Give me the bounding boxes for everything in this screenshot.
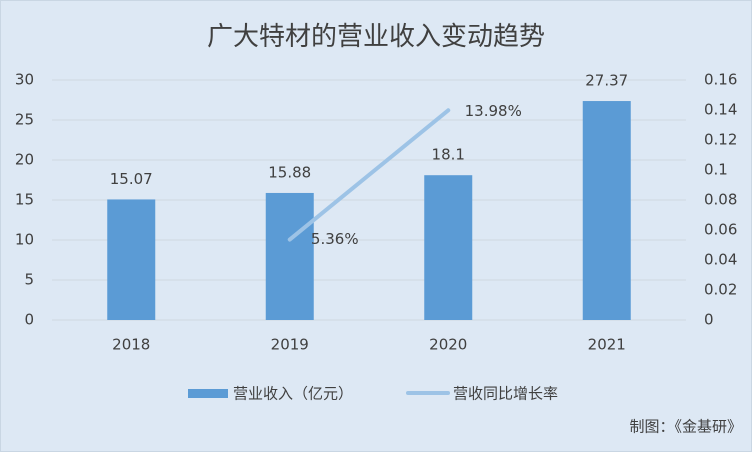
y2-tick-label: 0.02 [704,281,737,299]
y2-tick-label: 0.06 [704,221,737,239]
bar [424,175,473,320]
x-tick-label: 2021 [588,336,626,354]
y-tick-label: 0 [24,311,34,329]
bar [582,101,631,320]
bar [107,199,156,320]
y2-tick-label: 0.14 [704,101,737,119]
legend-swatch [188,389,228,398]
legend-label: 营收同比增长率 [453,385,558,403]
bar-value-label: 15.88 [268,163,311,181]
y2-tick-label: 0 [704,311,714,329]
y-tick-label: 5 [24,271,34,289]
line-value-label: 13.98% [465,102,522,120]
y-tick-label: 20 [15,151,34,169]
bar [265,192,314,320]
bar-value-label: 27.37 [585,72,628,90]
x-tick-label: 2018 [112,336,150,354]
y2-tick-label: 0.08 [704,191,737,209]
y2-tick-label: 0.16 [704,71,737,89]
bar-value-label: 15.07 [110,170,153,188]
y2-tick-label: 0.12 [704,131,737,149]
source-note: 制图：《金基研》 [629,418,742,436]
y2-tick-label: 0.1 [704,161,728,179]
y-tick-label: 10 [15,231,34,249]
legend-label: 营业收入（亿元） [233,385,353,403]
x-tick-label: 2020 [429,336,467,354]
x-tick-label: 2019 [271,336,309,354]
y-tick-label: 30 [15,71,34,89]
line [287,108,451,242]
line-value-label: 5.36% [311,230,359,248]
y-tick-label: 25 [15,111,34,129]
y2-tick-label: 0.04 [704,251,737,269]
y-tick-label: 15 [15,191,34,209]
bar-value-label: 18.1 [432,146,465,164]
chart-title: 广大特材的营业收入变动趋势 [207,22,545,52]
